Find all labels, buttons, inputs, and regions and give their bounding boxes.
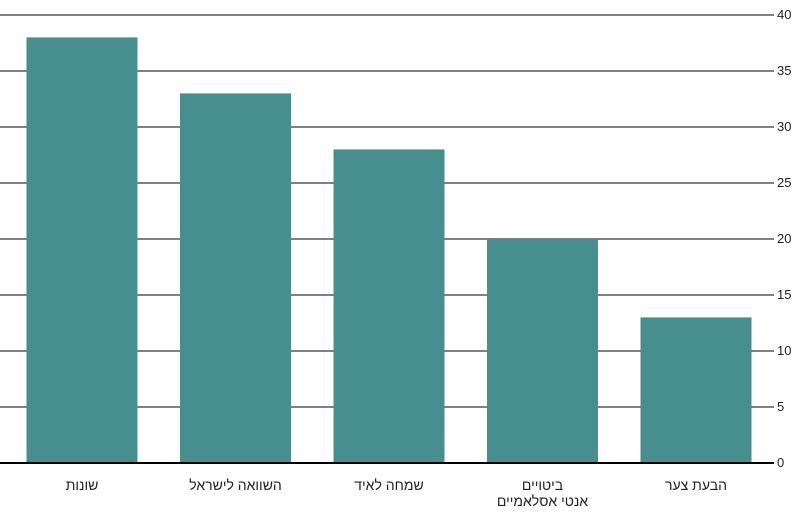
y-tick-label: 0 bbox=[777, 455, 784, 470]
x-axis-ticks: שונות השוואה לישראל שמחה לאיד ביטויים אנטי א… bbox=[66, 477, 727, 509]
y-tick-label: 15 bbox=[777, 287, 791, 302]
y-tick-label: 10 bbox=[777, 343, 791, 358]
bar bbox=[180, 93, 291, 464]
x-tick-label: שמחה לאיד bbox=[354, 477, 423, 493]
x-tick-label-line: הבעת צער bbox=[665, 477, 727, 493]
bar bbox=[26, 37, 138, 464]
bar bbox=[333, 149, 445, 463]
x-tick-label-line: ביטויים bbox=[522, 477, 563, 493]
x-tick-label-line: אנטי אסלאמיים bbox=[497, 493, 588, 509]
x-tick-label: שונות bbox=[66, 477, 99, 493]
y-tick-label: 40 bbox=[777, 7, 791, 22]
bar bbox=[640, 317, 752, 463]
x-tick-label-line: שמחה לאיד bbox=[354, 477, 423, 493]
x-tick-label: השוואה לישראל bbox=[189, 477, 282, 493]
y-tick-label: 25 bbox=[777, 175, 791, 190]
y-tick-label: 35 bbox=[777, 63, 791, 78]
x-tick-label-line: שונות bbox=[66, 477, 99, 493]
x-tick-label: הבעת צער bbox=[665, 477, 727, 493]
bar bbox=[487, 239, 598, 463]
x-tick-label: ביטויים אנטי אסלאמיים bbox=[497, 477, 588, 509]
y-tick-label: 30 bbox=[777, 119, 791, 134]
x-tick-label-line: השוואה לישראל bbox=[189, 477, 282, 493]
y-tick-label: 5 bbox=[777, 399, 784, 414]
y-tick-label: 20 bbox=[777, 231, 791, 246]
bars bbox=[26, 37, 752, 464]
y-axis-ticks: 0 5 10 15 20 25 30 35 40 bbox=[777, 7, 791, 470]
